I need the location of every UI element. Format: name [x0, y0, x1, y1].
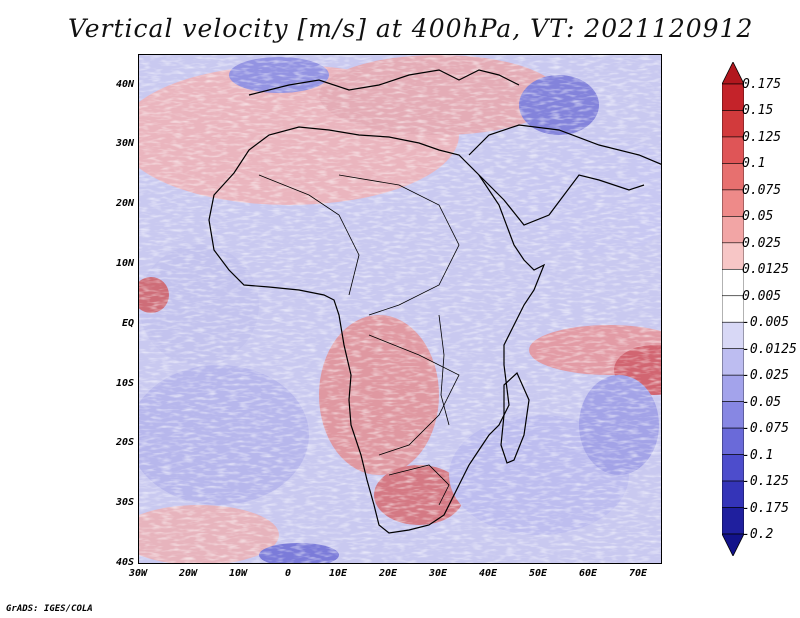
lon-label-20e: 20E	[378, 568, 398, 579]
colorbar-swatch	[722, 295, 744, 323]
velocity-field-map	[139, 55, 661, 563]
lat-label-10s: 10S	[115, 378, 134, 389]
lat-label-20n: 20N	[115, 198, 134, 209]
lon-label-60e: 60E	[578, 568, 598, 579]
arabia-coast	[478, 174, 645, 226]
lon-label-70e: 70E	[628, 568, 648, 579]
colorbar-label: -0.175	[742, 500, 789, 516]
colorbar-swatch	[722, 401, 744, 429]
colorbar-label: 0.005	[742, 288, 782, 304]
lon-label-30w: 30W	[128, 568, 148, 579]
colorbar-swatch	[722, 163, 744, 191]
colorbar-swatch	[722, 321, 744, 350]
colorbar-swatch	[722, 83, 744, 111]
chart-title: Vertical velocity [m/s] at 400hPa, VT: 2…	[68, 14, 754, 43]
colorbar-swatch	[722, 348, 744, 376]
lon-label-10e: 10E	[328, 568, 348, 579]
lon-label-20w: 20W	[178, 568, 198, 579]
coastlines	[208, 69, 661, 534]
lon-label-30e: 30E	[428, 568, 448, 579]
lon-label-50e: 50E	[528, 568, 548, 579]
colorbar-label: 0.175	[742, 77, 782, 92]
colorbar-label: -0.05	[742, 394, 782, 410]
lat-label-30n: 30N	[115, 138, 134, 149]
europe-coast	[248, 69, 520, 96]
colorbar-swatch	[722, 242, 744, 270]
lon-label-40e: 40E	[478, 568, 498, 579]
colorbar-label: 0.125	[742, 129, 782, 145]
lat-label-20s: 20S	[115, 437, 134, 448]
country-borders-c	[368, 334, 460, 456]
colorbar-swatch	[722, 480, 744, 508]
africa-outline	[208, 126, 546, 534]
lat-label-30s: 30S	[115, 497, 134, 508]
madagascar-outline	[500, 371, 530, 464]
colorbar-label: 0.075	[742, 182, 782, 198]
lat-label-10n: 10N	[115, 258, 134, 269]
asia-coast	[468, 124, 661, 165]
colorbar-swatch	[722, 189, 744, 217]
country-borders-a	[338, 174, 460, 316]
colorbar-label: -0.125	[742, 474, 789, 490]
colorbar-label: -0.005	[742, 315, 789, 331]
colorbar-swatch	[722, 268, 744, 297]
lon-label-10w: 10W	[228, 568, 248, 579]
colorbar-label: -0.1	[742, 447, 774, 463]
colorbar-label: 0.0125	[742, 262, 789, 278]
colorbar-label: 0.1	[742, 156, 766, 172]
country-borders-d	[388, 464, 450, 506]
colorbar-swatch	[722, 110, 744, 138]
colorbar-swatch	[722, 374, 744, 402]
colorbar-swatch	[722, 136, 744, 164]
colorbar-label: -0.0125	[742, 341, 797, 357]
colorbar-label: 0.025	[742, 235, 782, 251]
colorbar-top-arrow	[722, 62, 744, 85]
colorbar-swatch	[722, 507, 744, 535]
colorbar-label: -0.075	[742, 421, 789, 437]
map-panel	[138, 54, 662, 564]
colorbar-label: -0.2	[742, 527, 774, 542]
colorbar	[722, 62, 744, 556]
country-borders-b	[258, 174, 360, 296]
great-lakes-line	[438, 314, 450, 426]
footer-credit: GrADS: IGES/COLA	[6, 604, 93, 614]
lat-label-40s: 40S	[115, 557, 134, 568]
colorbar-swatch	[722, 216, 744, 244]
lon-label-0: 0	[284, 568, 292, 579]
texture-overlay	[139, 55, 661, 563]
colorbar-label: 0.05	[742, 209, 774, 225]
colorbar-label: 0.15	[742, 103, 774, 119]
colorbar-bottom-arrow	[722, 533, 744, 556]
lat-label-40n: 40N	[115, 79, 134, 90]
colorbar-label: -0.025	[742, 368, 789, 384]
lat-label-eq: EQ	[121, 318, 134, 329]
colorbar-swatch	[722, 427, 744, 455]
colorbar-swatch	[722, 454, 744, 482]
